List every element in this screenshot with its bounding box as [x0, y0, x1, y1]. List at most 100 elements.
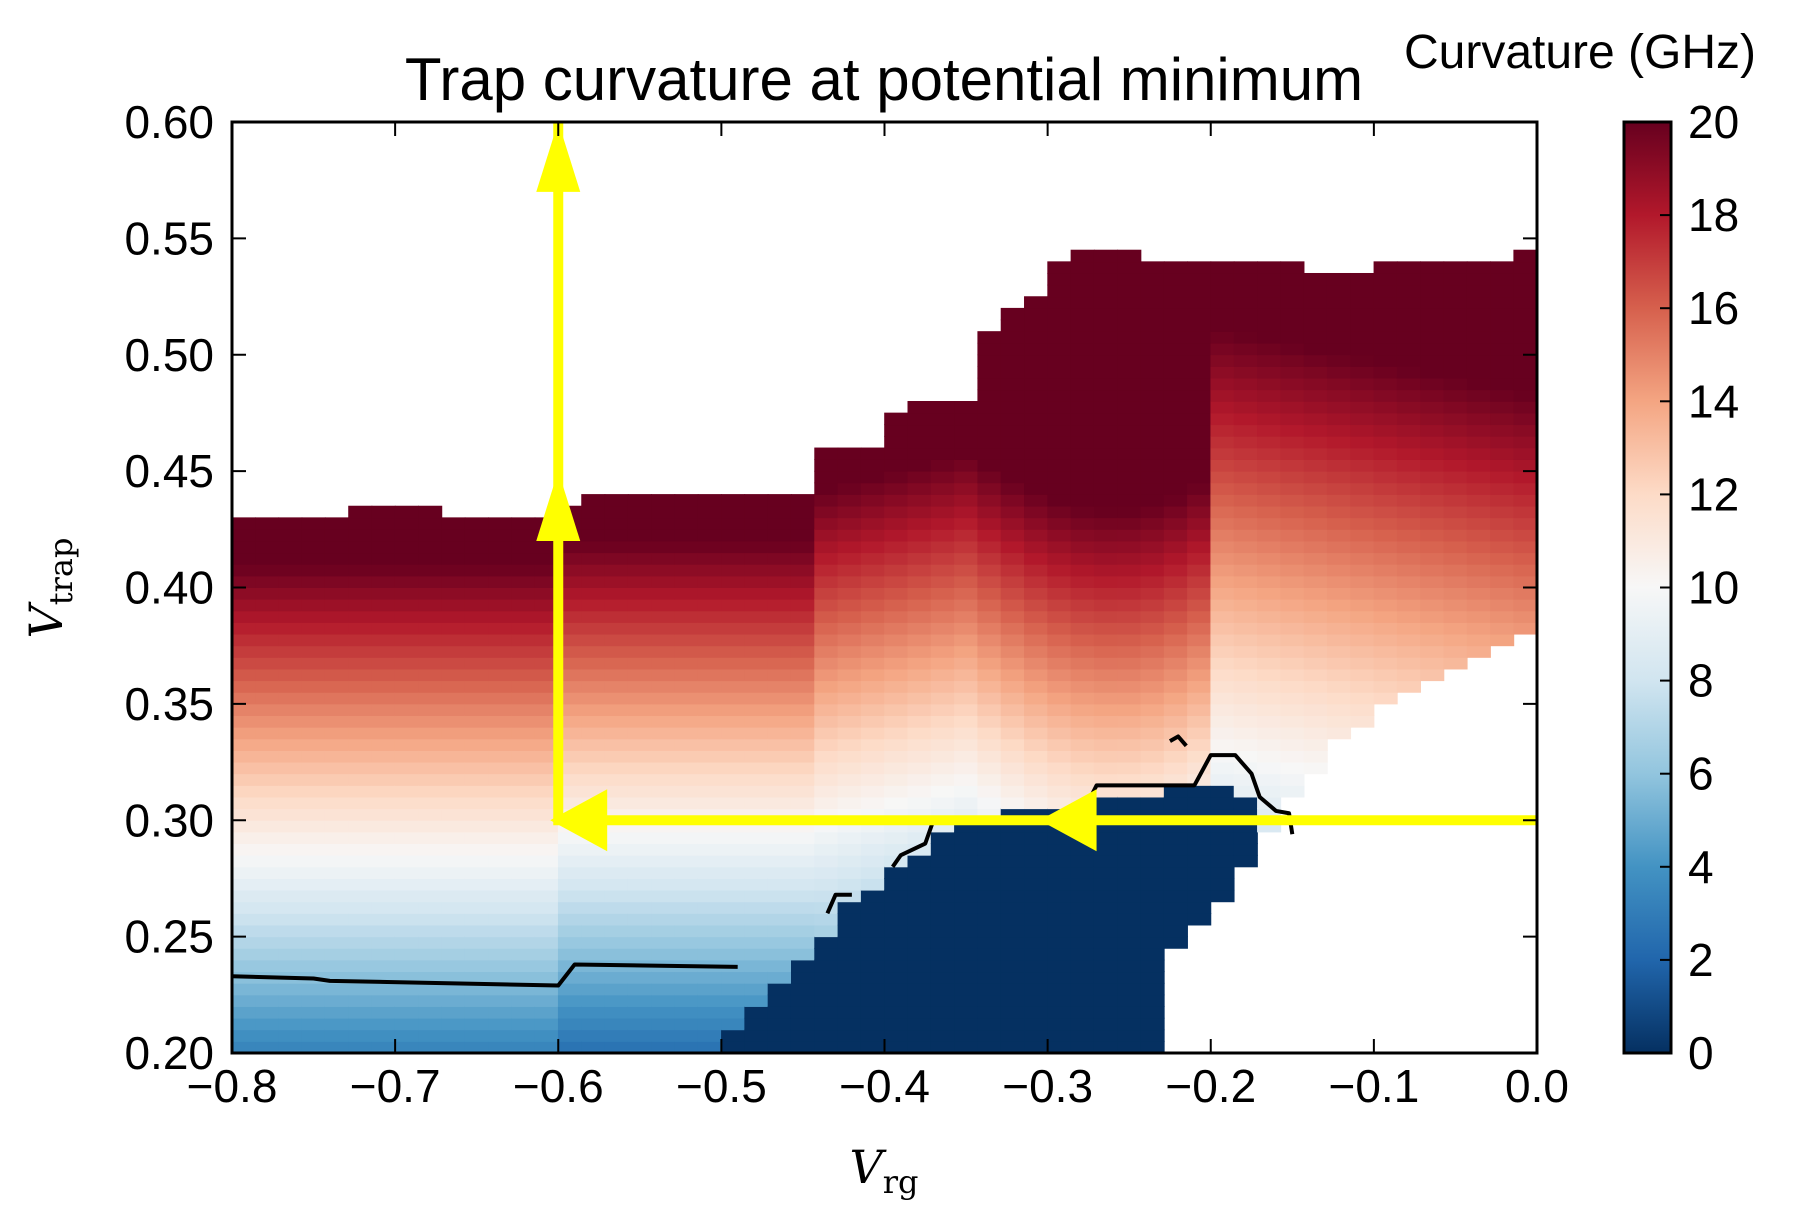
heatmap-cell [907, 540, 932, 554]
heatmap-cell [1163, 796, 1188, 810]
heatmap-cell [324, 913, 350, 926]
heatmap-cell [581, 1017, 606, 1031]
heatmap-cell [721, 1006, 746, 1019]
heatmap-cell [767, 1041, 792, 1053]
heatmap-cell [1443, 540, 1468, 554]
heatmap-cell [394, 750, 419, 763]
heatmap-cell [884, 563, 909, 577]
heatmap-cell [744, 587, 769, 600]
heatmap-cell [488, 1029, 513, 1042]
heatmap-cell [1047, 738, 1072, 751]
heatmap-cell [1024, 1017, 1049, 1031]
heatmap-cell [1443, 412, 1468, 426]
heatmap-cell [348, 598, 373, 612]
heatmap-cell [721, 540, 746, 554]
heatmap-cell [1163, 691, 1188, 705]
heatmap-cell [581, 913, 606, 926]
heatmap-cell [1000, 307, 1025, 321]
heatmap-cell [721, 947, 746, 961]
heatmap-cell [418, 901, 443, 914]
heatmap-cell [278, 831, 303, 845]
heatmap-cell [1466, 412, 1491, 426]
heatmap-cell [930, 901, 955, 914]
heatmap-cell [1490, 331, 1515, 344]
heatmap-cell [557, 587, 583, 600]
heatmap-cell [1257, 529, 1282, 542]
heatmap-cell [418, 645, 443, 658]
heatmap-cell [1093, 901, 1119, 914]
heatmap-cell [1117, 773, 1142, 786]
heatmap-cell [604, 680, 629, 693]
heatmap-cell [697, 1006, 722, 1019]
heatmap-cell [837, 773, 862, 786]
heatmap-cell [1396, 272, 1421, 286]
heatmap-cell [488, 819, 513, 833]
heatmap-cell [1163, 366, 1188, 379]
heatmap-cell [418, 1029, 443, 1042]
heatmap-cell [511, 598, 536, 612]
heatmap-cell [511, 726, 536, 740]
heatmap-cell [977, 517, 1002, 530]
heatmap-cell [1303, 424, 1328, 437]
heatmap-cell [977, 738, 1002, 751]
heatmap-cell [1443, 366, 1468, 379]
heatmap-cell [301, 1017, 326, 1031]
heatmap-cell [441, 843, 466, 856]
heatmap-cell [348, 878, 373, 891]
heatmap-cell [1024, 354, 1049, 367]
heatmap-cell [301, 773, 326, 786]
heatmap-cell [954, 622, 979, 635]
heatmap-cell [441, 1041, 466, 1053]
heatmap-cell [1443, 377, 1468, 391]
heatmap-cell [1187, 412, 1212, 426]
heatmap-cell [674, 668, 699, 682]
heatmap-cell [1163, 435, 1188, 449]
heatmap-cell [464, 854, 489, 868]
heatmap-cell [1187, 680, 1212, 693]
heatmap-cell [697, 1017, 722, 1031]
heatmap-cell [954, 715, 979, 728]
heatmap-cell [977, 1006, 1002, 1019]
heatmap-cell [860, 598, 885, 612]
heatmap-cell [721, 1041, 746, 1053]
heatmap-cell [1373, 342, 1398, 356]
heatmap-cell [604, 587, 629, 600]
heatmap-cell [697, 645, 722, 658]
heatmap-cell [1443, 319, 1468, 332]
heatmap-cell [744, 1006, 769, 1019]
heatmap-cell [511, 785, 536, 798]
heatmap-cell [837, 517, 862, 530]
heatmap-cell [627, 587, 652, 600]
heatmap-cell [1490, 598, 1515, 612]
heatmap-cell [441, 831, 466, 845]
heatmap-cell [581, 715, 606, 728]
heatmap-cell [721, 878, 746, 891]
heatmap-cell [511, 831, 536, 845]
heatmap-cell [534, 761, 559, 775]
heatmap-cell [651, 878, 676, 891]
heatmap-cell [1373, 435, 1398, 449]
heatmap-cell [557, 936, 583, 949]
heatmap-cell [1163, 377, 1188, 391]
heatmap-cell [488, 563, 513, 577]
heatmap-cell [1420, 401, 1445, 414]
heatmap-cell [814, 447, 839, 460]
heatmap-cell [907, 668, 932, 682]
heatmap-cell [1117, 319, 1142, 332]
heatmap-cell [837, 924, 862, 938]
heatmap-cell [627, 936, 652, 949]
heatmap-cell [278, 575, 303, 588]
heatmap-cell [814, 959, 839, 973]
heatmap-cell [977, 598, 1002, 612]
heatmap-cell [1140, 854, 1165, 868]
heatmap-cell [371, 540, 396, 554]
colorbar-tick-label: 4 [1688, 841, 1714, 893]
heatmap-cell [930, 761, 955, 775]
heatmap-cell [907, 435, 932, 449]
y-tick-label: 0.45 [124, 445, 214, 497]
heatmap-cell [348, 657, 373, 670]
heatmap-cell [441, 982, 466, 996]
heatmap-cell [674, 1006, 699, 1019]
heatmap-cell [1187, 878, 1212, 891]
heatmap-cell [1373, 645, 1398, 658]
